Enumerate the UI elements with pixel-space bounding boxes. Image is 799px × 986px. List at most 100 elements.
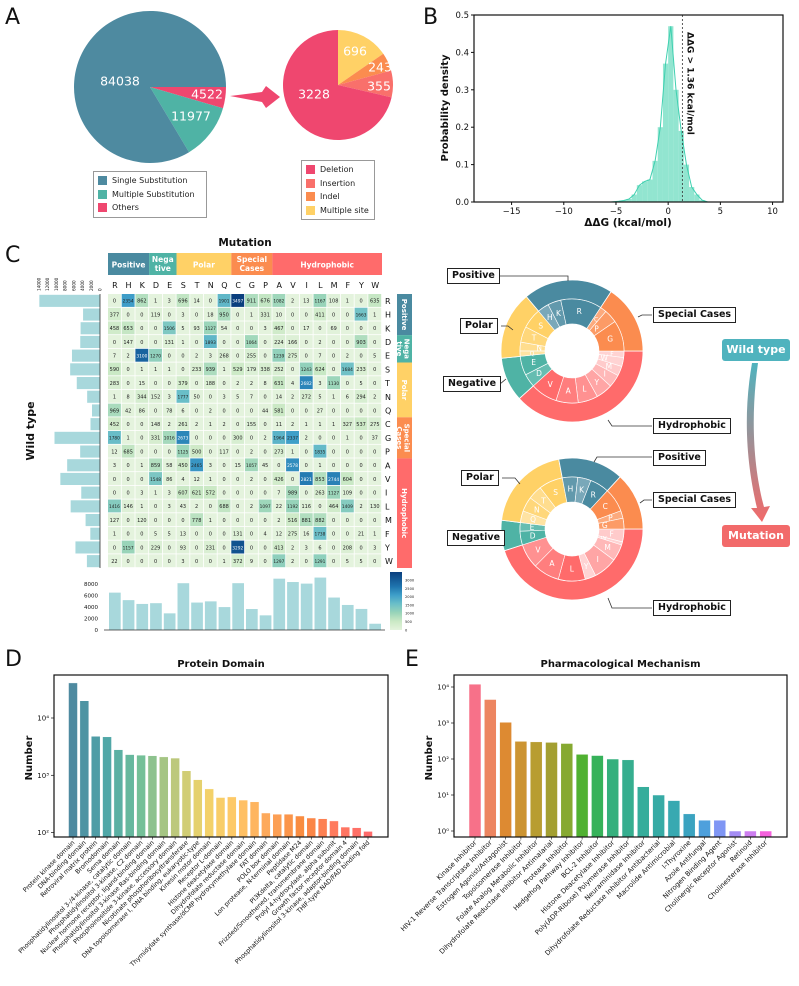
heatmap-cell [286, 526, 299, 540]
heatmap-cell [162, 307, 176, 321]
heatmap-cell [354, 540, 368, 554]
sunburst-segment-label: M [604, 543, 610, 552]
heatmap-cell-value: 224 [274, 340, 284, 346]
sunburst-segment-label: H [547, 313, 553, 322]
bar [363, 831, 373, 838]
heatmap-cell-value: 2337 [287, 436, 298, 442]
heatmap-cell [203, 513, 217, 527]
heatmap-cell [162, 458, 176, 472]
heatmap-cell [340, 485, 354, 499]
mutation-group-label: Cases [240, 264, 265, 273]
sunburst-segment-label: C [594, 317, 598, 324]
column-total-bar [204, 601, 217, 630]
legend-item: Others [98, 201, 202, 215]
heatmap-cell [203, 389, 217, 403]
column-marginal-tick: 0 [95, 628, 99, 634]
heatmap-cell-value: 1 [373, 532, 376, 538]
heatmap-cell-value: 624 [315, 367, 325, 373]
heatmap-cell [135, 294, 149, 307]
heatmap-cell [313, 472, 327, 485]
heatmap-cell [368, 485, 382, 499]
row-total-bar [90, 418, 100, 431]
heatmap-cell [149, 540, 162, 554]
bar [306, 817, 317, 838]
heatmap-cell [299, 458, 313, 472]
heatmap-cell-value: 4 [264, 532, 267, 538]
sunburst-segment-label: H [568, 485, 574, 494]
heatmap-cell [327, 335, 341, 348]
row-total-bar [81, 486, 100, 499]
heatmap-cell-value: 3 [168, 490, 171, 496]
heatmap-cell [121, 472, 135, 485]
pie-value-label: 11977 [171, 109, 211, 124]
sunburst-segment-label: I [604, 370, 606, 379]
heatmap-cell-value: 581 [274, 408, 284, 414]
heatmap-cell [272, 307, 286, 321]
heatmap-cell [162, 389, 176, 403]
heatmap-cell-value: 0 [181, 367, 184, 373]
heatmap-cell-value: 0 [346, 408, 349, 414]
row-marginal-tick: 12000 [45, 277, 50, 291]
heatmap-cell [299, 472, 313, 485]
heatmap-cell [176, 431, 190, 444]
heatmap-cell [108, 403, 121, 417]
row-total-bar [67, 459, 100, 472]
heatmap-cell [231, 321, 245, 335]
pie-value-label: 84038 [100, 74, 140, 89]
row-total-bar [86, 555, 100, 568]
bar [545, 742, 558, 838]
heatmap-cell [272, 362, 286, 376]
heatmap-cell [149, 485, 162, 499]
heatmap-cell [217, 485, 231, 499]
heatmap-cell-value: 2 [236, 381, 239, 387]
heatmap-cell [354, 554, 368, 568]
heatmap-cell [368, 362, 382, 376]
heatmap-cell [176, 348, 190, 362]
heatmap-cell-value: 688 [219, 504, 229, 510]
heatmap-cell-value: 676 [260, 299, 270, 305]
heatmap-cell [354, 458, 368, 472]
pie-value-label: 4522 [191, 87, 223, 102]
heatmap-cell-value: 1 [332, 422, 335, 428]
mutation-group-label: Polar [193, 261, 215, 270]
heatmap-cell [272, 540, 286, 554]
y-tick-label: 0.4 [455, 48, 469, 58]
heatmap-cell [272, 499, 286, 513]
row-total-bar [80, 335, 100, 348]
heatmap-cell [176, 458, 190, 472]
heatmap-cell [149, 294, 162, 307]
heatmap-cell [368, 458, 382, 472]
heatmap-cell-value: 0 [140, 545, 143, 551]
bar [159, 756, 169, 838]
heatmap-cell [190, 403, 204, 417]
heatmap-cell-value: 607 [178, 490, 188, 496]
heatmap-cell-value: 1130 [328, 381, 339, 387]
heatmap-cell-value: 881 [301, 518, 311, 524]
heatmap-cell [313, 389, 327, 403]
heatmap-cell [231, 431, 245, 444]
y-tick-label: 10⁴ [437, 684, 449, 692]
heatmap-cell-value: 2821 [301, 477, 312, 483]
bar [283, 813, 294, 838]
heatmap-cell-value: 0 [222, 477, 225, 483]
wildtype-group-label: tive [395, 341, 403, 356]
heatmap-cell-value: 22 [276, 504, 282, 510]
legend-swatch [306, 178, 315, 188]
heatmap-cell [149, 362, 162, 376]
heatmap-cell [327, 499, 341, 513]
heatmap-cell [313, 417, 327, 431]
heatmap-cell-value: 208 [343, 545, 353, 551]
bar [529, 741, 543, 838]
plot-frame [53, 674, 389, 838]
heatmap-cell [149, 307, 162, 321]
sunburst-segment-label: M [606, 362, 612, 371]
heatmap-cell [190, 444, 204, 458]
heatmap-cell [299, 444, 313, 458]
heatmap-cell-value: 2 [264, 436, 267, 442]
heatmap-cell [340, 362, 354, 376]
heatmap-cell [299, 376, 313, 390]
column-label: K [140, 281, 146, 290]
heatmap-cell [162, 362, 176, 376]
heatmap-cell-value: 0 [373, 340, 376, 346]
heatmap-cell-value: 15 [235, 463, 241, 469]
